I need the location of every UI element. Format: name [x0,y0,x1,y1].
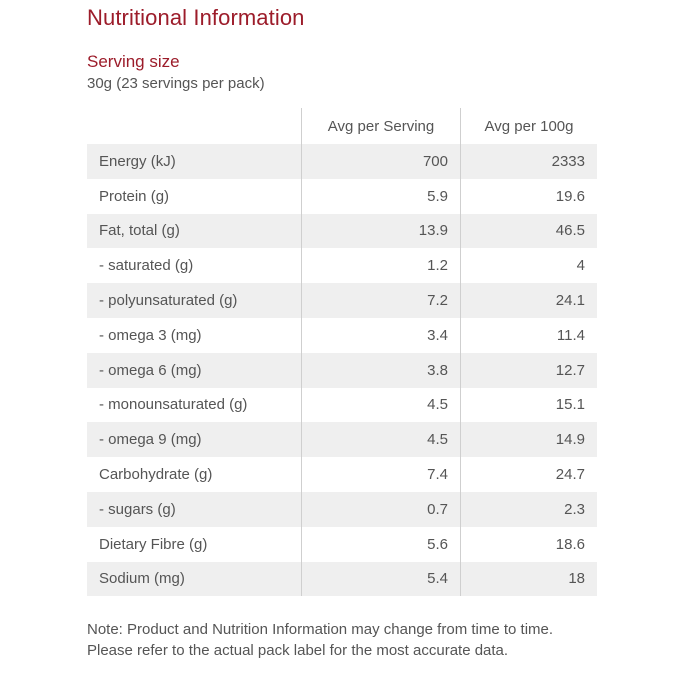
value-per-100g: 18 [460,561,597,597]
table-row: Sodium (mg) 5.4 18 [87,561,597,597]
value-per-serving: 5.4 [301,561,460,597]
table-row: Protein (g) 5.9 19.6 [87,178,597,214]
nutrient-label: Energy (kJ) [99,152,176,170]
nutrient-label: - omega 9 (mg) [99,431,202,449]
header-per-serving: Avg per Serving [301,108,460,144]
header-label-cell [87,108,301,144]
table-row: - monounsaturated (g) 4.5 15.1 [87,387,597,423]
value-per-100g: 46.5 [460,213,597,249]
value-per-serving: 7.2 [301,283,460,318]
table-row: - polyunsaturated (g) 7.2 24.1 [87,283,597,318]
value-per-100g: 24.1 [460,283,597,318]
table-header-row: Avg per Serving Avg per 100g [87,108,597,144]
nutrient-label: - polyunsaturated (g) [99,292,238,310]
value-per-100g: 14.9 [460,422,597,458]
value-per-100g: 18.6 [460,526,597,562]
table-row: Fat, total (g) 13.9 46.5 [87,213,597,249]
value-per-serving: 13.9 [301,213,460,249]
header-per-100g: Avg per 100g [460,108,597,144]
value-per-serving: 0.7 [301,491,460,527]
nutrient-label: Carbohydrate (g) [99,466,213,484]
table-row: - saturated (g) 1.2 4 [87,248,597,284]
value-per-100g: 15.1 [460,387,597,423]
value-per-100g: 4 [460,248,597,284]
table-row: Carbohydrate (g) 7.4 24.7 [87,457,597,492]
nutrient-label: - saturated (g) [99,257,194,275]
value-per-100g: 2333 [460,144,597,179]
value-per-serving: 1.2 [301,248,460,284]
nutrient-label: Dietary Fibre (g) [99,535,208,553]
nutrient-label: Protein (g) [99,187,170,205]
value-per-100g: 2.3 [460,491,597,527]
page-title: Nutritional Information [87,5,305,30]
nutrient-label: - omega 6 (mg) [99,361,202,379]
table-row: - sugars (g) 0.7 2.3 [87,491,597,527]
value-per-100g: 19.6 [460,178,597,214]
table-row: Energy (kJ) 700 2333 [87,144,597,179]
table-row: Dietary Fibre (g) 5.6 18.6 [87,526,597,562]
value-per-serving: 3.8 [301,352,460,388]
value-per-100g: 11.4 [460,317,597,353]
nutrient-label: - sugars (g) [99,500,176,518]
table-row: - omega 3 (mg) 3.4 11.4 [87,317,597,353]
value-per-serving: 700 [301,144,460,179]
nutrient-label: - omega 3 (mg) [99,326,202,344]
value-per-serving: 4.5 [301,387,460,423]
nutrient-label: - monounsaturated (g) [99,396,248,414]
nutrition-table: Avg per Serving Avg per 100g Energy (kJ)… [87,108,597,597]
value-per-100g: 12.7 [460,352,597,388]
nutrient-label: Sodium (mg) [99,570,185,588]
nutrient-label: Fat, total (g) [99,222,180,240]
table-body: Energy (kJ) 700 2333 Protein (g) 5.9 19.6 Fat,… [87,144,597,597]
value-per-serving: 4.5 [301,422,460,458]
value-per-serving: 5.6 [301,526,460,562]
disclaimer-note: Note: Product and Nutrition Information … [87,621,554,659]
table-row: - omega 9 (mg) 4.5 14.9 [87,422,597,458]
value-per-serving: 7.4 [301,457,460,492]
value-per-serving: 3.4 [301,317,460,353]
value-per-serving: 5.9 [301,178,460,214]
serving-size-value: 30g (23 servings per pack) [87,75,265,92]
value-per-100g: 24.7 [460,457,597,492]
serving-size-heading: Serving size [87,52,180,71]
table-row: - omega 6 (mg) 3.8 12.7 [87,352,597,388]
